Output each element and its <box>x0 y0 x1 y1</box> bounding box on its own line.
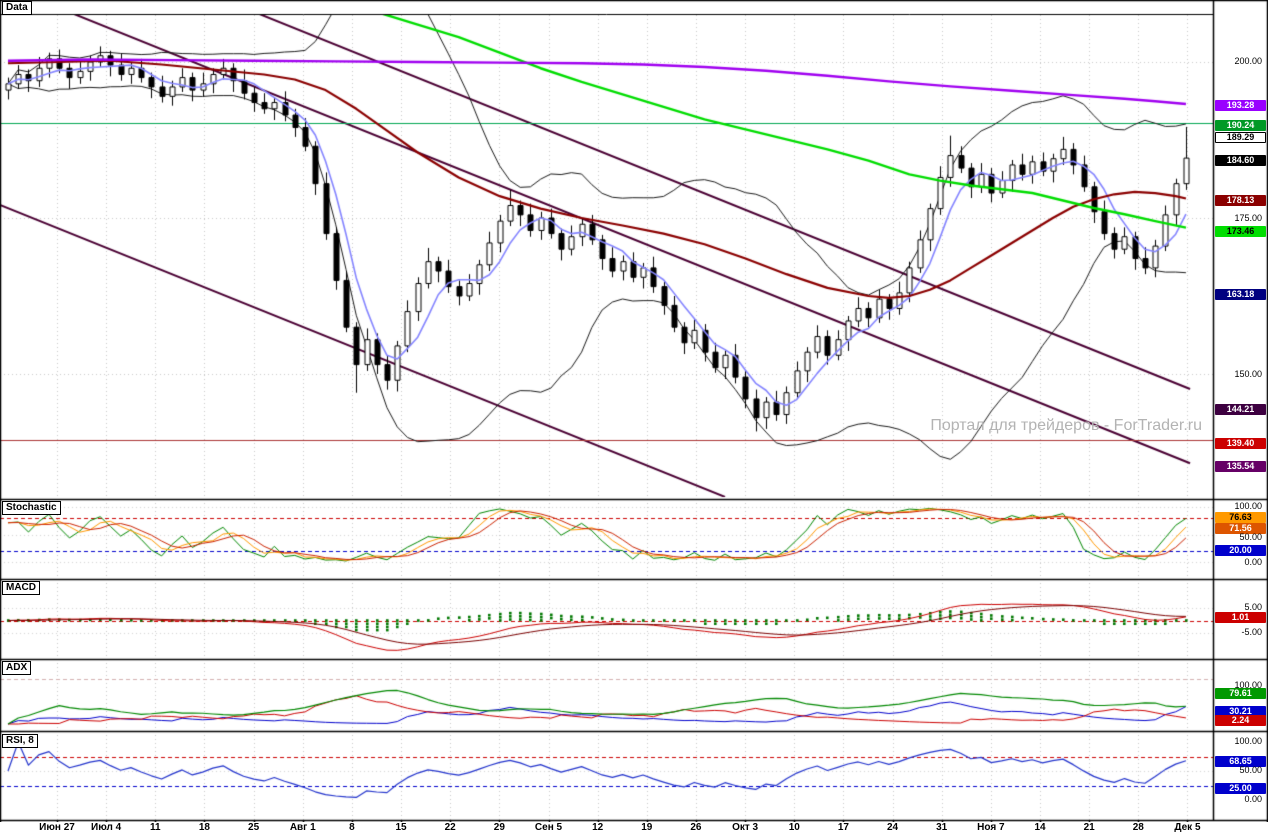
time-label: 29 <box>493 822 505 833</box>
time-label: Июл 4 <box>91 822 122 833</box>
time-label: 22 <box>444 822 456 833</box>
time-label: 28 <box>1132 822 1144 833</box>
time-label: 24 <box>886 822 899 833</box>
time-label: 26 <box>690 822 702 833</box>
time-label: Сен 5 <box>534 822 563 833</box>
time-label: Окт 3 <box>732 822 759 833</box>
panel-label-rsi: RSI, 8 <box>2 734 38 748</box>
time-label: 14 <box>1034 822 1046 833</box>
time-label: 17 <box>837 822 849 833</box>
watermark: Портал для трейдеров - ForTrader.ru <box>930 417 1202 434</box>
panel-label-data: Data <box>2 1 32 15</box>
time-label: 25 <box>248 822 260 833</box>
time-label: 12 <box>592 822 604 833</box>
time-label: 11 <box>150 822 161 833</box>
time-axis: Июн 27 Июл 4 11 18 25 Авг 1 8 15 22 29 Сен 5 12 19 26… <box>0 822 1268 834</box>
time-label: 15 <box>395 822 407 833</box>
time-label: Дек 5 <box>1174 822 1201 833</box>
time-label: Июн 27 <box>39 822 75 833</box>
time-label: 19 <box>641 822 653 833</box>
time-label: Ноя 7 <box>977 822 1005 833</box>
time-label: 18 <box>198 822 210 833</box>
panel-label-adx: ADX <box>2 661 32 675</box>
time-label: 21 <box>1083 822 1095 833</box>
time-label: 31 <box>936 822 948 833</box>
time-label: Авг 1 <box>289 822 316 833</box>
panel-label-macd: MACD <box>2 581 40 595</box>
time-label: 8 <box>349 822 355 833</box>
time-label: 10 <box>788 822 800 833</box>
panel-label-stochastic: Stochastic <box>2 501 61 515</box>
